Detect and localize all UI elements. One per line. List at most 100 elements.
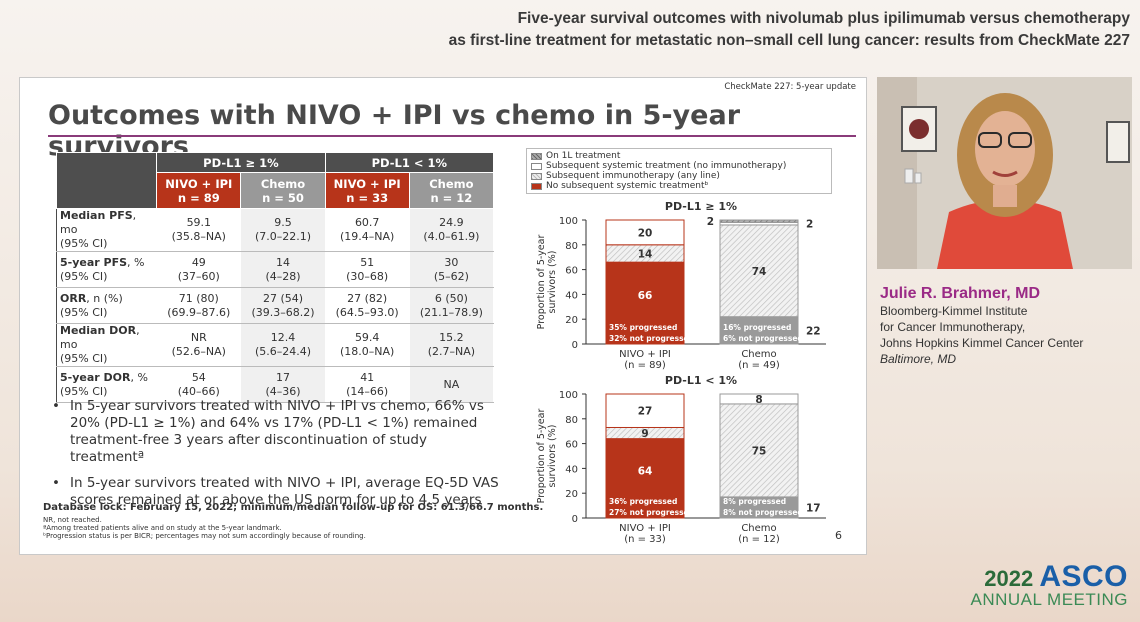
x-tick-n-label: (n = 89) [624,360,666,371]
bar-segment [719,393,799,405]
table-cell: 60.7 (19.4–NA) [324,208,410,252]
asco-logo: 2022 ASCO ANNUAL MEETING [970,560,1128,610]
footnote: ᵇProgression status is per BICR; percent… [43,532,366,540]
row-label: ORR, n (%) (95% CI) [56,287,158,324]
row-label-sub: (95% CI) [60,237,108,250]
speaker-affiliation: for Cancer Immunotherapy, [880,320,1026,334]
arm-n: n = 89 [177,190,220,205]
cell-value: 15.2 [439,331,464,344]
y-tick-label: 20 [565,315,578,326]
legend-swatch [531,182,542,190]
bar-value-label: 22 [806,325,821,337]
speaker-video [877,77,1132,269]
bullet-item: In 5-year survivors treated with NIVO + … [50,475,500,509]
footnote: ªAmong treated patients alive and on stu… [43,524,282,532]
row-label: Median DOR, mo (95% CI) [56,323,158,367]
cell-value: NA [443,377,460,391]
cell-ci: (52.6–NA) [171,345,226,358]
table-cell: 49 (37–60) [156,251,242,288]
cell-ci: (39.3–68.2) [251,305,315,319]
arm-header: Chemo n = 12 [408,172,495,209]
bar-value-label: 27 [638,406,653,418]
cell-ci: (35.8–NA) [171,230,226,243]
y-axis-label: Proportion of 5-yearsurvivors (%) [536,235,558,330]
table-row: Median DOR, mo (95% CI) NR (52.6–NA) 12.4 (5.… [56,323,495,367]
legend-label: Subsequent systemic treatment (no immuno… [546,161,787,171]
y-tick-label: 60 [565,266,578,277]
cell-ci: (30–68) [346,269,389,283]
y-tick-label: 40 [565,290,578,301]
row-label-main: ORR [60,291,87,305]
group-header-pdl1-high: PD-L1 ≥ 1% [156,152,326,173]
bar-segment [605,393,685,428]
cell-ci: (40–66) [177,384,220,398]
arm-name: Chemo [260,176,306,191]
legend-item: Subsequent systemic treatment (no immuno… [531,161,827,171]
x-tick-label: Chemo [741,523,776,534]
row-label-sub: (95% CI) [60,384,108,398]
cell-value: 27 (82) [347,291,388,305]
table-cell: 30 (5–62) [408,251,495,288]
arm-header: NIVO + IPI n = 33 [324,172,410,209]
y-tick-label: 0 [572,340,578,351]
chart-title: PD-L1 ≥ 1% [665,200,737,213]
speaker-affiliation: Bloomberg-Kimmel Institute [880,304,1028,318]
row-label-unit: , mo [60,324,140,351]
asco-brand: ASCO [1039,560,1128,593]
row-label-main: 5-year PFS [60,255,128,269]
cell-value: 14 [276,255,290,269]
group-header-pdl1-low: PD-L1 < 1% [324,152,495,173]
legend-swatch [531,152,542,160]
bar-segment [605,219,685,246]
legend-label: No subsequent systemic treatmentᵇ [546,181,709,191]
table-corner [55,152,158,209]
presentation-title: Five-year survival outcomes with nivolum… [370,8,1130,52]
y-axis-label: Proportion of 5-yearsurvivors (%) [536,409,558,504]
cell-value: 27 (54) [262,291,304,305]
x-tick-label: NIVO + IPI [619,523,671,534]
cell-value: 30 [444,255,459,269]
legend-item: No subsequent systemic treatmentᵇ [531,181,827,191]
table-cell: 15.2 (2.7–NA) [408,323,495,367]
table-row: Median PFS, mo (95% CI) 59.1 (35.8–NA) 9.5 (7… [56,208,495,252]
bar-annotation: 35% progressed [609,323,677,332]
bar-annotation: 27% not progressed [609,508,694,517]
table-cell: 59.4 (18.0–NA) [324,323,410,367]
cell-value: 59.1 [186,216,212,229]
cell-value: 9.5 [274,216,292,229]
arm-header: Chemo n = 50 [240,172,326,209]
bar-annotation: 16% progressed [723,323,791,332]
y-tick-label: 60 [565,440,578,451]
row-label-unit: , % [127,255,145,269]
table-cell: 12.4 (5.6–24.4) [240,323,326,367]
cell-ci: (2.7–NA) [427,345,476,358]
cell-ci: (69.9–87.6) [167,305,231,319]
x-tick-label: Chemo [741,349,776,360]
cell-value: 71 (80) [178,291,219,305]
table-cell: 27 (82) (64.5–93.0) [324,287,410,324]
cell-value: 59.4 [354,331,380,344]
row-label-sub: (95% CI) [60,305,108,319]
bar-value-label: 74 [752,266,767,278]
cell-value: 51 [360,255,375,269]
bar-segment [719,224,799,318]
bar-annotation: 6% not progressed [723,334,803,343]
slide-tag: CheckMate 227: 5-year update [724,82,856,92]
bar-value-label: 17 [806,502,821,514]
cell-value: 12.4 [270,331,296,344]
page-number: 6 [835,529,842,542]
y-tick-label: 80 [565,415,578,426]
presentation-title-line1: Five-year survival outcomes with nivolum… [517,10,1130,27]
arm-name: NIVO + IPI [165,176,233,191]
arm-name: NIVO + IPI [333,176,401,191]
legend-swatch [531,162,542,170]
legend-label: On 1L treatment [546,151,621,161]
cell-value: 41 [360,370,375,384]
cell-ci: (4–36) [265,384,301,398]
bullet-list: In 5-year survivors treated with NIVO + … [50,398,500,518]
cell-ci: (5–62) [433,269,469,283]
bar-segment [719,219,799,223]
y-tick-label: 0 [572,514,578,525]
y-tick-label: 40 [565,464,578,475]
table-cell: 24.9 (4.0–61.9) [408,208,495,252]
